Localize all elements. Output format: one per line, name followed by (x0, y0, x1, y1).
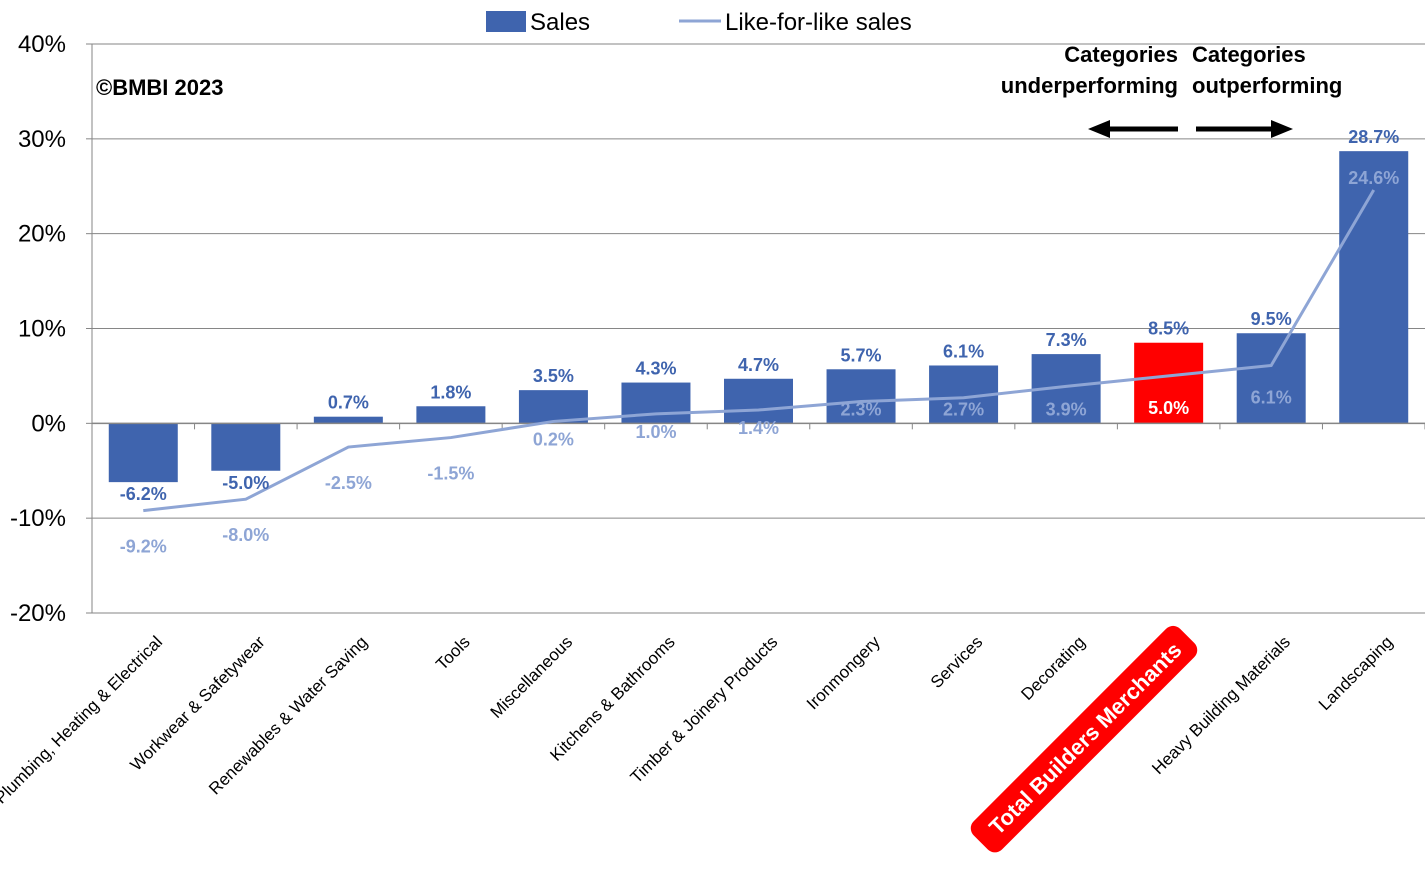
lfl-value-label: 6.1% (1251, 387, 1292, 407)
sales-value-label: 8.5% (1148, 319, 1189, 339)
annotation-right-line1: Categories (1192, 42, 1306, 67)
sales-bar (1236, 333, 1306, 424)
category-label: Ironmongery (803, 632, 884, 713)
lfl-value-label: 2.3% (841, 399, 882, 419)
y-tick-label: 30% (18, 126, 66, 153)
y-tick-label: 10% (18, 316, 66, 343)
sales-bar (724, 378, 793, 424)
sales-bar (1134, 342, 1204, 424)
sales-value-label: 6.1% (943, 341, 984, 361)
sales-value-label: -5.0% (222, 473, 269, 493)
sales-value-label: 1.8% (430, 382, 471, 402)
performance-annotation: Categories underperforming Categories ou… (1001, 42, 1342, 138)
sales-bar (108, 423, 178, 483)
lfl-value-label: 0.2% (533, 429, 574, 449)
y-tick-label: -10% (10, 505, 66, 532)
annotation-left-line1: Categories (1064, 42, 1178, 67)
annotation-left-line2: underperforming (1001, 73, 1178, 98)
lfl-value-label: -8.0% (222, 525, 269, 545)
legend-sales-label: Sales (530, 9, 590, 36)
sales-bar (211, 423, 281, 471)
sales-bar (416, 406, 486, 424)
category-label: Total Builders Merchants (984, 637, 1186, 839)
right-arrow-icon (1196, 120, 1293, 138)
category-label: Plumbing, Heating & Electrical (0, 632, 166, 807)
lfl-value-label: 5.0% (1148, 398, 1189, 418)
category-label: Tools (432, 632, 473, 673)
sales-value-label: 4.3% (635, 359, 676, 379)
legend-sales-swatch (486, 11, 526, 32)
lfl-value-label: -9.2% (120, 537, 167, 557)
legend: Sales Like-for-like sales (486, 9, 912, 36)
lfl-value-label: 24.6% (1348, 168, 1399, 188)
category-label: Services (927, 632, 987, 692)
lfl-value-label: -2.5% (325, 473, 372, 493)
lfl-line-layer (143, 189, 1376, 513)
highlight-badge (970, 625, 1198, 853)
sales-value-label: 5.7% (841, 345, 882, 365)
category-label-highlight: Total Builders Merchants (970, 625, 1198, 853)
sales-value-label: 9.5% (1251, 309, 1292, 329)
sales-value-label: 28.7% (1348, 127, 1399, 147)
lfl-value-label: 1.4% (738, 418, 779, 438)
lfl-value-label: -1.5% (427, 464, 474, 484)
sales-value-label: 0.7% (328, 393, 369, 413)
y-tick-label: 0% (31, 410, 66, 437)
y-tick-label: -20% (10, 600, 66, 627)
category-label: Decorating (1017, 632, 1089, 704)
y-axis-ticks: -20% -10% 0% 10% 20% 30% 40% (10, 31, 92, 627)
category-label: Miscellaneous (487, 632, 577, 722)
sales-bar (313, 416, 383, 424)
lfl-line (143, 189, 1376, 513)
sales-value-label: -6.2% (120, 484, 167, 504)
sales-value-label: 3.5% (533, 366, 574, 386)
lfl-value-label: 3.9% (1046, 399, 1087, 419)
axes (91, 44, 1425, 613)
sales-bar (1339, 151, 1409, 424)
category-label: Landscaping (1315, 632, 1397, 714)
sales-bar (518, 390, 588, 424)
lfl-value-label: 1.0% (635, 422, 676, 442)
lfl-value-label: 2.7% (943, 399, 984, 419)
legend-lfl-label: Like-for-like sales (725, 9, 912, 36)
sales-value-label: 4.7% (738, 355, 779, 375)
copyright-label: ©BMBI 2023 (96, 75, 223, 100)
y-tick-label: 20% (18, 221, 66, 248)
sales-bar (621, 382, 691, 424)
data-labels: -6.2% -5.0% 0.7% 1.8% 3.5% 4.3% 4.7% 5.7% 6.1% 7.… (120, 127, 1400, 556)
y-tick-label: 40% (18, 31, 66, 58)
annotation-right-line2: outperforming (1192, 73, 1342, 98)
sales-value-label: 7.3% (1046, 330, 1087, 350)
left-arrow-icon (1088, 120, 1178, 138)
sales-bar (826, 369, 896, 424)
sales-bars (108, 151, 1409, 483)
